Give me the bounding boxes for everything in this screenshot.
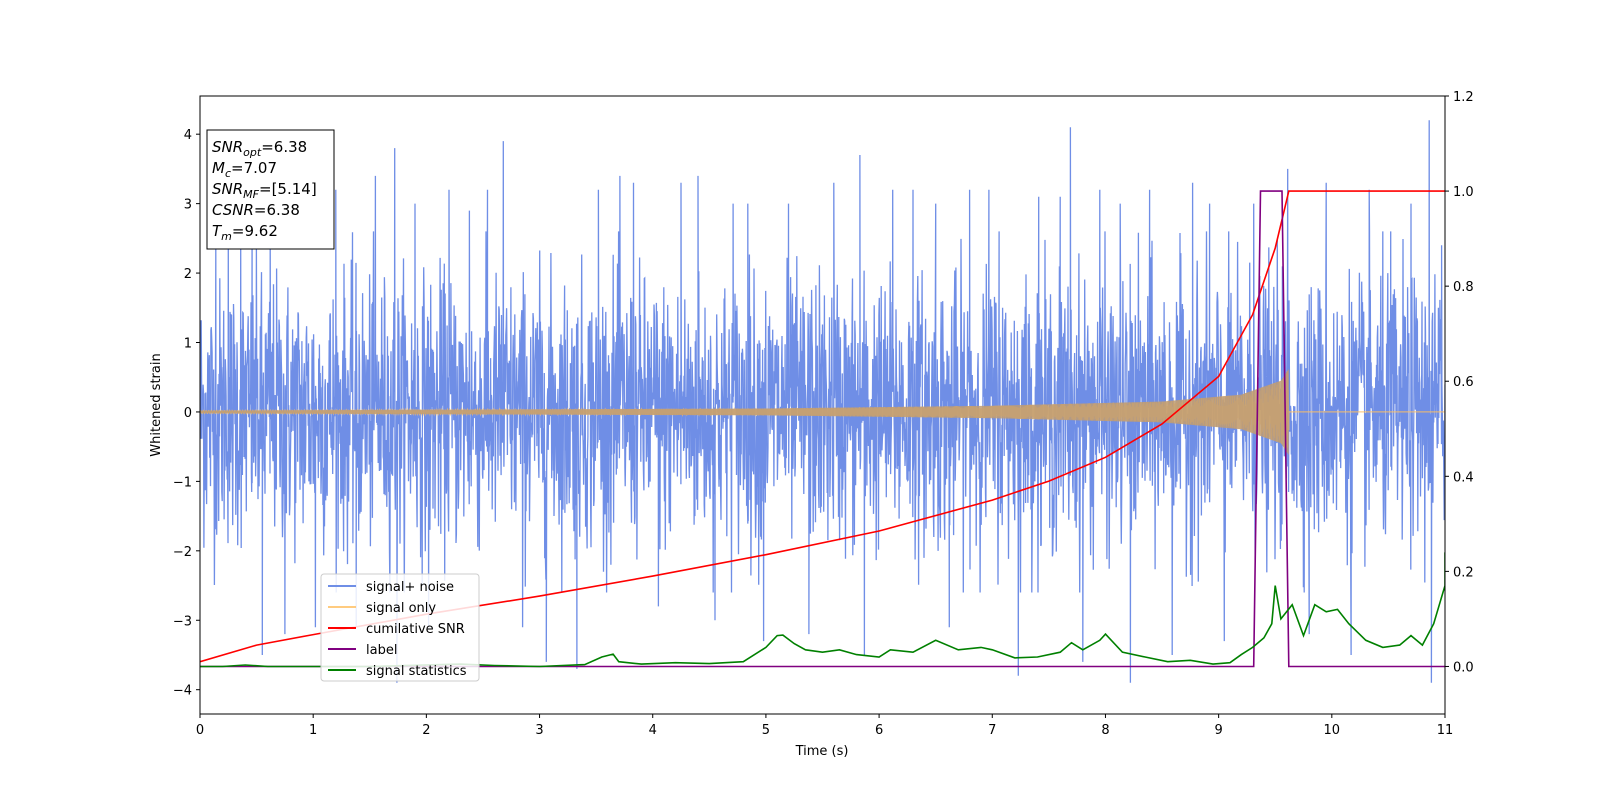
- signal-only-envelope: [200, 368, 1289, 455]
- series-signal-statistics: [200, 552, 1445, 668]
- y-axis-left-ticks: −4 −3 −2 −1 0 1 2 3 4: [173, 128, 200, 699]
- annotation-line: SNRMF=[5.14]: [212, 180, 317, 201]
- x-tick-label: 2: [422, 723, 430, 738]
- x-tick-label: 0: [196, 723, 204, 738]
- y2-tick-label: 0.2: [1453, 565, 1474, 580]
- y-tick-label: −3: [173, 614, 192, 629]
- y2-tick-label: 0.6: [1453, 375, 1474, 390]
- x-tick-label: 5: [762, 723, 770, 738]
- y2-tick-label: 1.0: [1453, 185, 1474, 200]
- series-label: [200, 190, 1445, 668]
- x-axis-label: Time (s): [795, 744, 849, 759]
- y-tick-label: 3: [184, 198, 192, 213]
- x-tick-label: 11: [1437, 723, 1454, 738]
- y2-tick-label: 0.8: [1453, 280, 1474, 295]
- legend-entry-label: signal+ noise: [366, 580, 454, 595]
- x-tick-label: 4: [649, 723, 657, 738]
- annotation-line: SNRopt=6.38: [212, 138, 307, 159]
- legend: signal+ noise signal only cumilative SNR la…: [320, 573, 480, 682]
- plot-frame: [199, 95, 1446, 715]
- y-axis-right-ticks: 0.0 0.2 0.4 0.6 0.8 1.0 1.2: [1445, 90, 1474, 675]
- y-tick-label: 4: [184, 128, 192, 143]
- y-tick-label: 0: [184, 406, 192, 421]
- annotation-line: CSNR=6.38: [212, 201, 300, 219]
- y-tick-label: −4: [173, 684, 192, 699]
- legend-entry-label: signal statistics: [366, 664, 467, 679]
- y-tick-label: −1: [173, 475, 192, 490]
- x-tick-label: 7: [988, 723, 996, 738]
- annotation-line: Tm=9.62: [212, 222, 278, 243]
- y2-tick-label: 0.0: [1453, 660, 1474, 675]
- annotation-line: Mc=7.07: [212, 159, 277, 180]
- y-tick-label: 2: [184, 267, 192, 282]
- legend-entry-label: cumilative SNR: [366, 622, 465, 637]
- legend-entry-label: label: [366, 643, 397, 658]
- x-tick-label: 8: [1101, 723, 1109, 738]
- y-tick-label: 1: [184, 337, 192, 352]
- x-axis-ticks: 0 1 2 3 4 5 6 7 8 9 10 11: [196, 714, 1453, 738]
- x-tick-label: 10: [1324, 723, 1341, 738]
- x-tick-label: 3: [535, 723, 543, 738]
- y-axis-label: Whitened strain: [149, 353, 164, 456]
- x-tick-label: 1: [309, 723, 317, 738]
- y-tick-label: −2: [173, 545, 192, 560]
- annotation-frame: [206, 129, 335, 250]
- legend-entry-label: signal only: [366, 601, 436, 616]
- y2-tick-label: 1.2: [1453, 90, 1474, 105]
- x-tick-label: 6: [875, 723, 883, 738]
- y2-tick-label: 0.4: [1453, 470, 1474, 485]
- legend-frame: [320, 573, 480, 682]
- x-tick-label: 9: [1214, 723, 1222, 738]
